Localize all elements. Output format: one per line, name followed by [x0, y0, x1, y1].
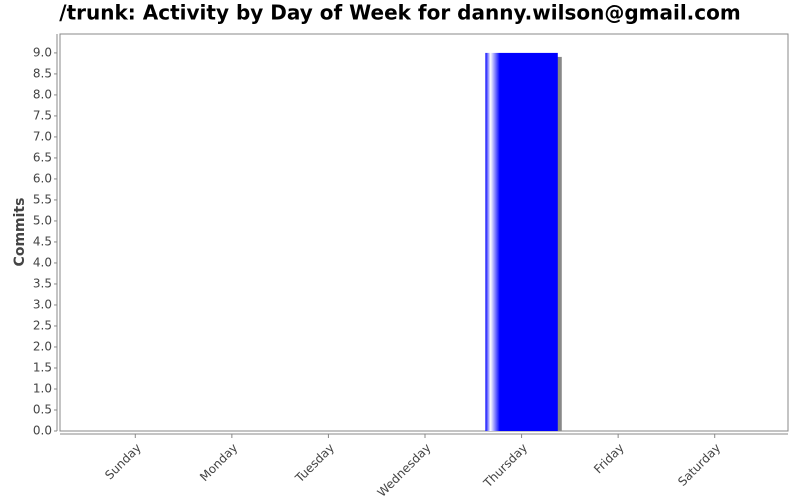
y-tick-label: 2.0 — [33, 339, 52, 353]
chart-title: /trunk: Activity by Day of Week for dann… — [59, 1, 740, 25]
y-tick-label: 4.0 — [33, 255, 52, 269]
x-tick-label: Monday — [197, 441, 240, 484]
y-tick-label: 9.0 — [33, 45, 52, 59]
plot-area — [59, 33, 789, 432]
bar — [485, 52, 558, 432]
x-tick-label: Wednesday — [375, 441, 434, 500]
x-tick-label: Thursday — [480, 441, 530, 491]
x-tick-label: Saturday — [675, 441, 723, 489]
y-tick-label: 8.5 — [33, 66, 52, 80]
y-tick-label: 4.5 — [33, 234, 52, 248]
x-tick-label: Tuesday — [292, 441, 337, 486]
y-tick-label: 3.5 — [33, 276, 52, 290]
y-tick-label: 3.0 — [33, 297, 52, 311]
y-tick-label: 5.5 — [33, 192, 52, 206]
y-tick-label: 0.5 — [33, 402, 52, 416]
y-tick-label: 7.5 — [33, 108, 52, 122]
y-axis-label: Commits — [12, 198, 28, 267]
y-tick-label: 0.0 — [33, 424, 52, 438]
y-tick-label: 7.0 — [33, 129, 52, 143]
x-tick-label: Friday — [591, 441, 627, 477]
y-tick-label: 1.5 — [33, 360, 52, 374]
y-tick-label: 2.5 — [33, 318, 52, 332]
y-tick-label: 6.5 — [33, 150, 52, 164]
y-tick-label: 5.0 — [33, 213, 52, 227]
x-tick-label: Sunday — [102, 441, 144, 483]
y-tick-label: 6.0 — [33, 171, 52, 185]
y-tick-label: 1.0 — [33, 381, 52, 395]
y-tick-label: 8.0 — [33, 87, 52, 101]
